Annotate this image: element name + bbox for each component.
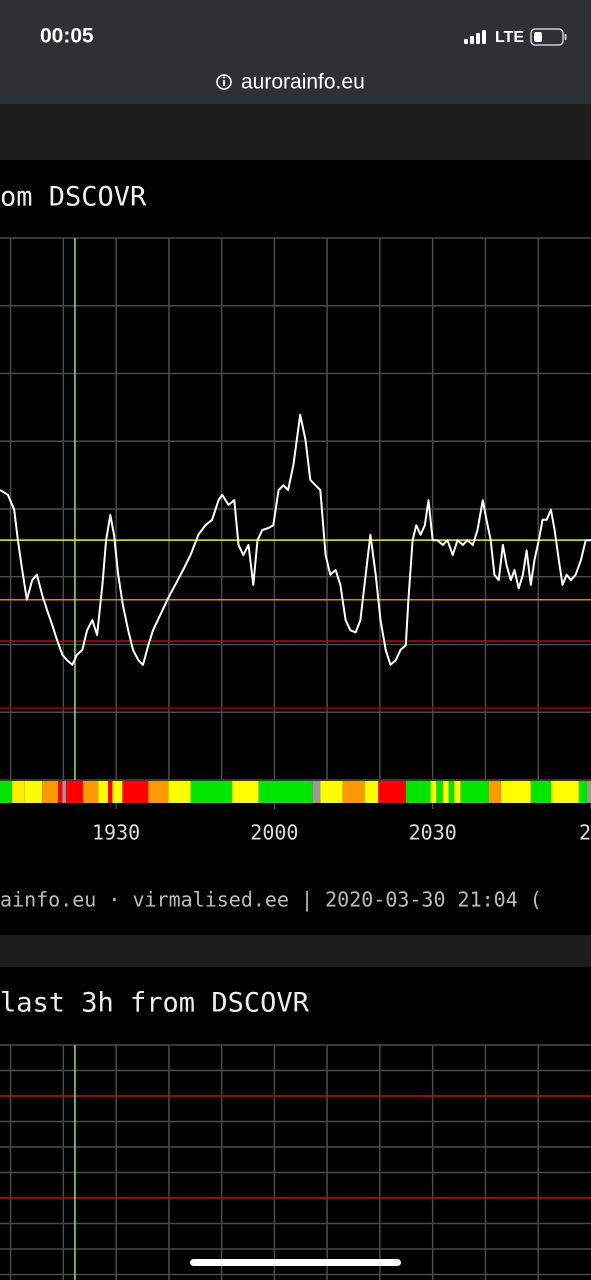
status-segment xyxy=(98,781,109,803)
status-segment xyxy=(42,781,59,803)
x-tick-label: 2000 xyxy=(250,821,298,845)
status-segment xyxy=(320,781,343,803)
status-segment xyxy=(168,781,191,803)
status-segment xyxy=(258,781,313,803)
status-segment xyxy=(460,781,489,803)
status-segment xyxy=(108,781,113,803)
status-segment xyxy=(122,781,149,803)
status-segment xyxy=(112,781,123,803)
status-segment xyxy=(430,781,437,803)
status-segment xyxy=(364,781,379,803)
status-segment xyxy=(448,781,455,803)
status-segment xyxy=(0,781,13,803)
url[interactable]: aurorainfo.eu xyxy=(241,71,365,94)
panel xyxy=(0,967,591,1280)
status-segment xyxy=(24,781,43,803)
x-tick-label: 1930 xyxy=(92,821,140,845)
status-segment xyxy=(578,781,587,803)
status-segment xyxy=(65,781,83,803)
status-segment xyxy=(586,781,591,803)
status-segment xyxy=(530,781,551,803)
status-segment xyxy=(62,781,66,803)
panel xyxy=(0,160,591,935)
status-segment xyxy=(312,781,321,803)
data-line xyxy=(0,413,591,666)
status-segment xyxy=(550,781,579,803)
status-segment xyxy=(342,781,365,803)
footer-credit: ainfo.eu · virmalised.ee | 2020-03-30 21… xyxy=(0,888,542,912)
chart xyxy=(0,1044,591,1280)
signal-icon xyxy=(464,30,486,44)
clock: 00:05 xyxy=(40,25,94,48)
status-segment xyxy=(82,781,99,803)
x-tick-label: 21 xyxy=(579,821,591,845)
status-segment xyxy=(148,781,169,803)
status-segment xyxy=(488,781,501,803)
page-background xyxy=(0,104,591,160)
status-segment xyxy=(12,781,25,803)
battery-icon xyxy=(530,28,567,46)
info-icon[interactable] xyxy=(216,74,232,90)
status-segment xyxy=(454,781,461,803)
status-segment xyxy=(405,781,431,803)
x-tick-label: 2030 xyxy=(409,821,457,845)
status-segment xyxy=(442,781,449,803)
panel-title: om DSCOVR xyxy=(0,182,147,213)
network-type: LTE xyxy=(495,29,524,46)
chart: 1930 2000 2030 21 xyxy=(0,237,591,845)
status-segment xyxy=(190,781,233,803)
status-segment xyxy=(58,781,63,803)
home-indicator[interactable] xyxy=(190,1259,401,1266)
status-segment xyxy=(232,781,259,803)
status-segment xyxy=(378,781,406,803)
status-segment xyxy=(500,781,531,803)
browser-chrome xyxy=(0,0,591,104)
panel-title: last 3h from DSCOVR xyxy=(0,988,310,1019)
status-segment xyxy=(436,781,443,803)
panel-gap xyxy=(0,935,591,967)
